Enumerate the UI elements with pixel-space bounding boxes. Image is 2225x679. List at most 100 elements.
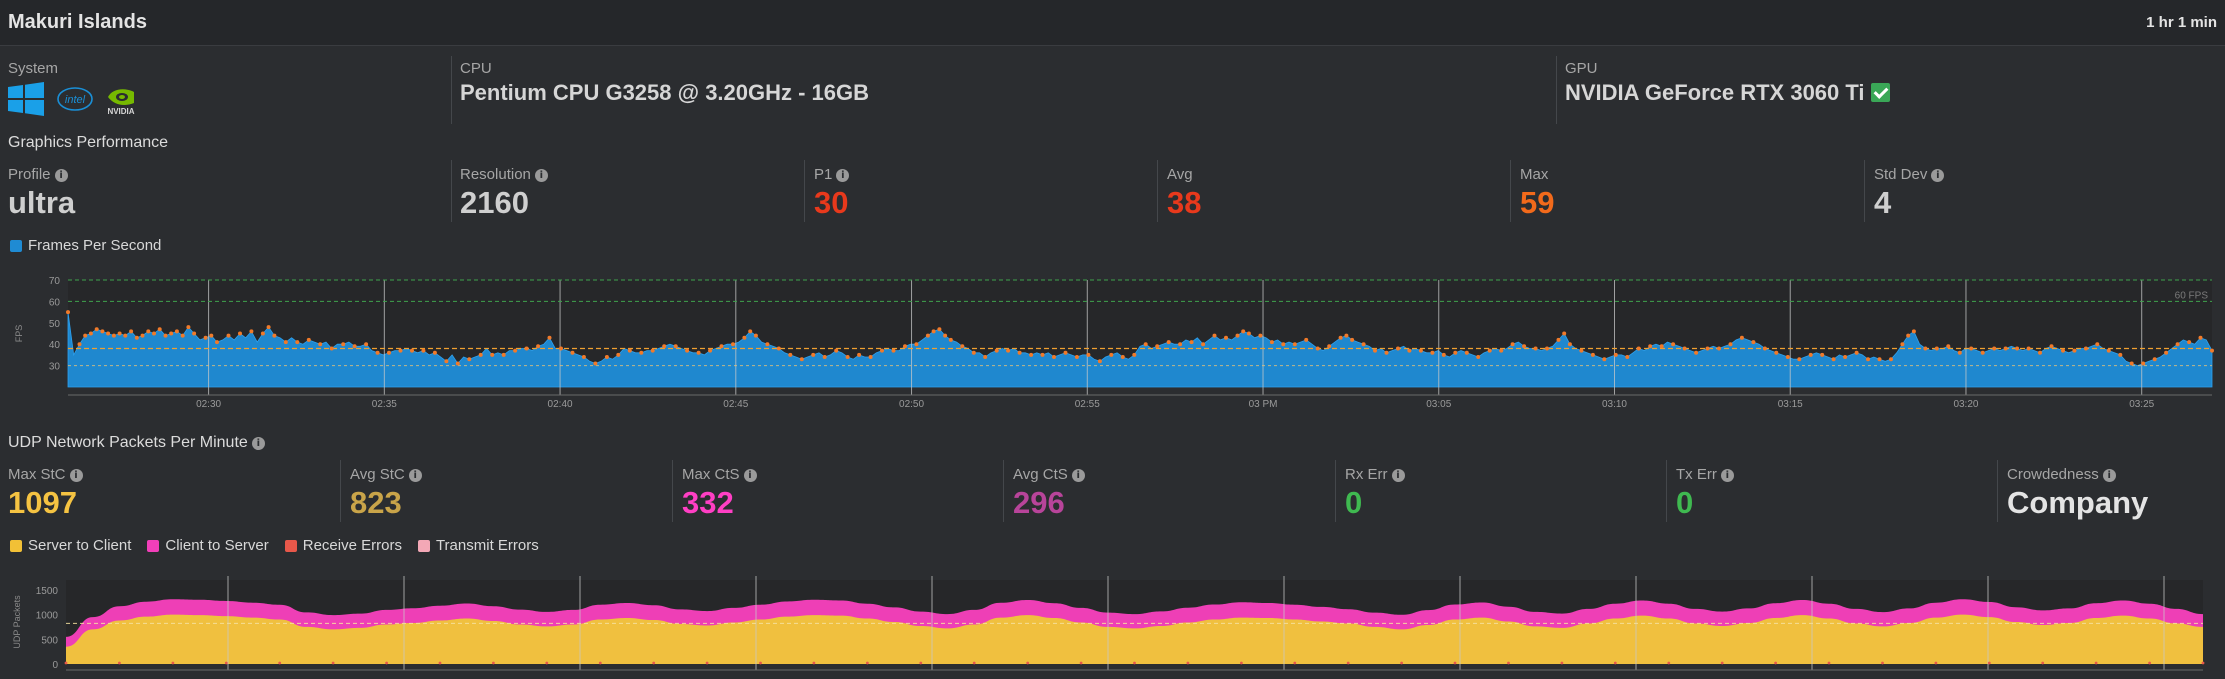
fps-point	[1373, 348, 1377, 353]
fps-point	[455, 361, 460, 366]
fps-point	[2118, 352, 2123, 357]
fps-point	[685, 348, 690, 353]
error-point	[438, 661, 442, 665]
fps-point	[266, 325, 271, 330]
info-icon[interactable]: i	[743, 469, 757, 482]
x-tick-label: 03 PM	[1249, 399, 1278, 410]
fps-point	[776, 346, 781, 351]
error-point	[331, 661, 335, 665]
gpu-value: NVIDIA GeForce RTX 3060 Ti	[1565, 80, 1865, 105]
title-bar: Makuri Islands 1 hr 1 min	[0, 0, 2225, 46]
stat-value-tx-err: 0	[1676, 485, 1694, 520]
fps-point	[180, 333, 185, 338]
fps-point	[1911, 329, 1916, 334]
legend-item-server-to-client[interactable]: Server to Client	[10, 537, 131, 554]
info-icon[interactable]: i	[408, 469, 422, 482]
fps-point	[341, 342, 346, 347]
fps-point	[1338, 335, 1343, 340]
network-legend[interactable]: Server to Client Client to Server Receiv…	[10, 537, 555, 554]
fps-point	[1487, 348, 1492, 353]
info-icon[interactable]: i	[1931, 169, 1945, 182]
verified-check-icon	[1870, 83, 1890, 102]
fps-point	[1659, 344, 1664, 349]
fps-point	[1808, 352, 1813, 357]
fps-point	[547, 335, 552, 340]
info-icon[interactable]: i	[2102, 469, 2116, 482]
fps-point	[1241, 329, 1246, 334]
x-tick-label: 03:10	[1602, 399, 1627, 410]
fps-point	[719, 344, 724, 349]
info-icon[interactable]: i	[1071, 469, 1085, 482]
fps-point	[662, 344, 667, 349]
stat-label-text-tx-err: Tx Err	[1676, 466, 1717, 483]
error-point	[812, 661, 816, 665]
network-chart[interactable]: 0 500 1000 1500 UDP Packets	[0, 572, 2225, 679]
fps-point	[1980, 350, 1985, 355]
legend-item-receive-errors[interactable]: Receive Errors	[284, 537, 402, 554]
fps-point	[903, 344, 907, 349]
fps-point	[140, 333, 145, 338]
fps-point	[226, 333, 231, 338]
windows-icon	[8, 82, 44, 116]
stat-value-avg: 38	[1167, 185, 1202, 220]
fps-point	[1109, 352, 1114, 357]
info-icon[interactable]: i	[251, 437, 265, 450]
fps-point	[1785, 355, 1790, 359]
stat-label-text-avg-cts: Avg CtS	[1013, 466, 1068, 483]
x-tick-label: 03:25	[2129, 399, 2154, 410]
fps-point	[925, 333, 930, 338]
error-point	[545, 661, 549, 665]
legend-item-fps[interactable]: Frames Per Second	[10, 237, 161, 254]
system-icons: intel NVIDIA	[8, 82, 140, 116]
fps-point	[1934, 346, 1939, 351]
error-point	[1774, 661, 1777, 665]
fps-point	[88, 331, 93, 336]
info-icon[interactable]: i	[534, 169, 548, 182]
fps-point	[94, 327, 99, 332]
legend-item-transmit-errors[interactable]: Transmit Errors	[417, 537, 539, 554]
legend-item-client-to-server[interactable]: Client to Server	[147, 537, 269, 554]
stat-label-std-dev: Std Dev i	[1874, 166, 1945, 183]
fps-point	[1304, 337, 1309, 342]
fps-legend[interactable]: Frames Per Second	[10, 237, 177, 254]
stat-label-max: Max	[1520, 166, 1548, 183]
fps-chart[interactable]: 30 40 50 60 70 FPS 02:30 02:35 02:40 02:45 02:50 02…	[0, 270, 2225, 410]
info-icon[interactable]: i	[54, 169, 68, 182]
fps-point	[186, 325, 191, 330]
y-tick-label: 500	[41, 635, 58, 646]
stat-label-max-stc: Max StC i	[8, 466, 83, 483]
cpu-label: CPU	[460, 60, 492, 77]
fps-point	[1510, 342, 1515, 347]
stat-label-text-avg: Avg	[1167, 166, 1193, 183]
stat-label-avg-cts: Avg CtS i	[1013, 466, 1085, 483]
fps-point	[1006, 348, 1011, 353]
error-point	[972, 661, 976, 665]
fps-point	[616, 352, 621, 357]
stat-label-crowdedness: Crowdedness i	[2007, 466, 2116, 483]
fps-point	[1602, 357, 1607, 362]
legend-swatch-fps	[10, 239, 22, 252]
stat-value-avg-stc: 823	[350, 485, 402, 520]
fps-60-label: 60 FPS	[2175, 290, 2209, 301]
legend-label-transmit-errors: Transmit Errors	[435, 537, 539, 554]
fps-point	[1877, 357, 1882, 362]
fps-point	[2049, 344, 2054, 349]
fps-point	[639, 350, 644, 355]
fps-point	[2152, 357, 2157, 362]
error-point	[1240, 661, 1243, 665]
fps-point	[1132, 352, 1137, 357]
separator	[1157, 160, 1158, 222]
info-icon[interactable]: i	[1720, 469, 1734, 482]
stat-label-text-avg-stc: Avg StC	[350, 466, 405, 483]
fps-point	[146, 329, 151, 334]
error-point	[1667, 661, 1671, 665]
x-tick-label: 03:15	[1778, 399, 1803, 410]
x-tick-label: 02:35	[372, 399, 397, 410]
fps-point	[937, 327, 942, 332]
fps-point	[77, 342, 82, 347]
info-icon[interactable]: i	[1391, 469, 1405, 482]
fps-point	[364, 342, 369, 347]
fps-point	[410, 348, 414, 353]
info-icon[interactable]: i	[836, 169, 850, 182]
info-icon[interactable]: i	[69, 469, 83, 482]
